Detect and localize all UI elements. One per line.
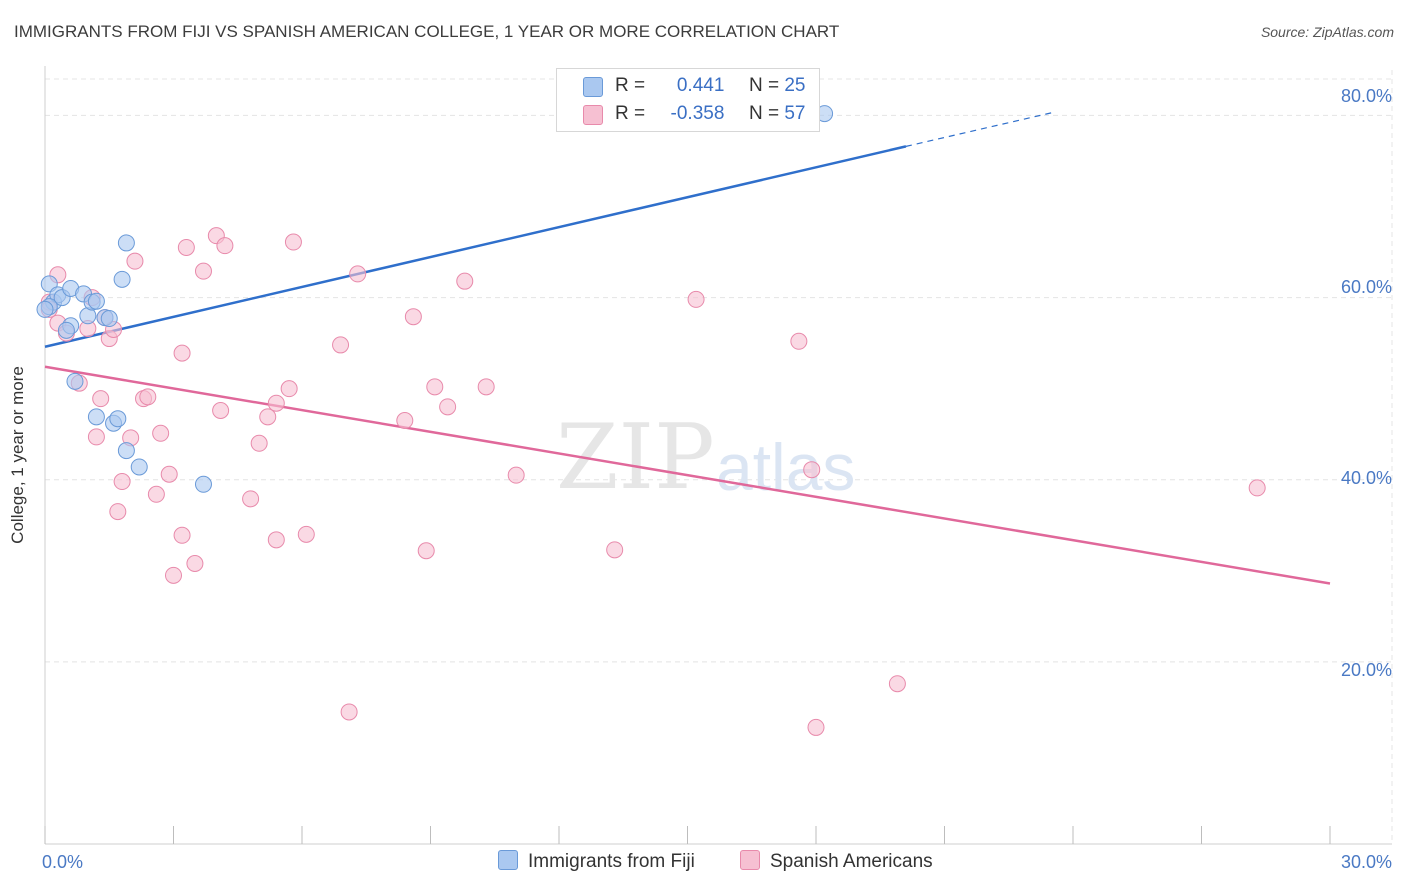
point-fiji bbox=[100, 310, 118, 328]
legend-swatch-spanish bbox=[740, 850, 760, 870]
legend-label-fiji: Immigrants from Fiji bbox=[528, 851, 695, 872]
point-fiji bbox=[117, 234, 135, 252]
point-spanish bbox=[439, 398, 457, 416]
y-tick-label-20: 20.0% bbox=[1340, 660, 1392, 680]
point-spanish bbox=[340, 703, 358, 721]
trend-lines bbox=[44, 111, 1331, 585]
point-fiji bbox=[117, 442, 135, 460]
point-spanish bbox=[888, 675, 906, 693]
gridlines bbox=[45, 70, 1393, 844]
point-spanish bbox=[417, 542, 435, 560]
point-fiji bbox=[109, 410, 127, 428]
legend-item-fiji: Immigrants from Fiji bbox=[498, 850, 695, 873]
point-spanish bbox=[426, 378, 444, 396]
n-label: N = bbox=[748, 103, 780, 124]
point-spanish bbox=[242, 490, 260, 508]
point-spanish bbox=[396, 412, 414, 430]
point-fiji bbox=[87, 408, 105, 426]
point-spanish bbox=[606, 541, 624, 559]
point-spanish bbox=[477, 378, 495, 396]
point-spanish bbox=[507, 466, 525, 484]
y-tick-label-60: 60.0% bbox=[1340, 277, 1392, 297]
y-tick-label-40: 40.0% bbox=[1340, 468, 1392, 488]
y-tick-label-80: 80.0% bbox=[1340, 86, 1392, 106]
point-spanish bbox=[113, 473, 131, 491]
point-fiji bbox=[194, 475, 212, 493]
point-spanish bbox=[87, 428, 105, 446]
point-spanish bbox=[173, 526, 191, 544]
point-fiji bbox=[113, 270, 131, 288]
point-spanish bbox=[807, 718, 825, 736]
watermark: ZIP atlas bbox=[556, 405, 855, 510]
point-spanish bbox=[186, 555, 204, 572]
n-value: 25 bbox=[784, 75, 806, 96]
y-axis-label: College, 1 year or more bbox=[8, 366, 27, 544]
point-spanish bbox=[267, 394, 285, 412]
x-tick-label-max: 30.0% bbox=[1340, 852, 1392, 872]
point-fiji bbox=[57, 321, 75, 339]
point-spanish bbox=[212, 402, 230, 419]
chart-title: IMMIGRANTS FROM FIJI VS SPANISH AMERICAN… bbox=[14, 22, 840, 41]
source-label: Source: ZipAtlas.com bbox=[1260, 24, 1394, 40]
r-value: -0.358 bbox=[670, 103, 725, 124]
point-spanish bbox=[173, 344, 191, 362]
point-spanish bbox=[404, 308, 422, 326]
point-spanish bbox=[147, 485, 165, 503]
legend-label-spanish: Spanish Americans bbox=[770, 851, 933, 872]
point-spanish bbox=[803, 461, 821, 479]
x-tick-label-min: 0.0% bbox=[42, 852, 84, 872]
point-spanish bbox=[280, 380, 298, 398]
point-spanish bbox=[177, 238, 195, 256]
point-spanish bbox=[160, 465, 178, 483]
point-spanish bbox=[267, 531, 285, 549]
point-spanish bbox=[92, 390, 110, 408]
point-spanish bbox=[126, 252, 144, 270]
point-spanish bbox=[216, 237, 234, 255]
spanish-swatch bbox=[583, 105, 603, 125]
trend-line-fiji-extension bbox=[905, 111, 1057, 147]
trend-line-fiji bbox=[44, 145, 907, 348]
r-label: R = bbox=[615, 75, 646, 96]
point-spanish bbox=[456, 272, 474, 290]
n-label: N = bbox=[748, 75, 780, 96]
point-spanish bbox=[790, 332, 808, 350]
point-spanish bbox=[250, 434, 268, 452]
point-spanish bbox=[194, 262, 212, 280]
axes bbox=[44, 66, 1392, 845]
point-spanish bbox=[165, 566, 182, 584]
point-spanish bbox=[259, 408, 277, 426]
point-spanish bbox=[1248, 479, 1266, 497]
point-spanish bbox=[687, 290, 705, 308]
point-spanish bbox=[297, 525, 315, 543]
point-fiji bbox=[87, 292, 105, 310]
stats-box: R = 0.441 N = 25 R = -0.358 N = 57 bbox=[556, 68, 820, 132]
point-spanish bbox=[139, 388, 157, 406]
point-spanish bbox=[109, 503, 127, 521]
point-spanish bbox=[349, 265, 367, 283]
point-spanish bbox=[284, 233, 302, 251]
point-spanish bbox=[332, 336, 350, 354]
legend-swatch-fiji bbox=[498, 850, 518, 870]
n-value: 57 bbox=[784, 103, 806, 124]
r-value: 0.441 bbox=[676, 75, 725, 96]
data-points bbox=[36, 105, 1266, 736]
point-spanish bbox=[152, 424, 170, 442]
trend-line-spanish bbox=[44, 365, 1331, 585]
fiji-swatch bbox=[583, 77, 603, 97]
point-fiji bbox=[36, 300, 54, 318]
point-fiji bbox=[66, 372, 84, 390]
point-fiji bbox=[130, 458, 148, 476]
r-label: R = bbox=[615, 103, 646, 124]
legend-item-spanish: Spanish Americans bbox=[740, 850, 933, 873]
